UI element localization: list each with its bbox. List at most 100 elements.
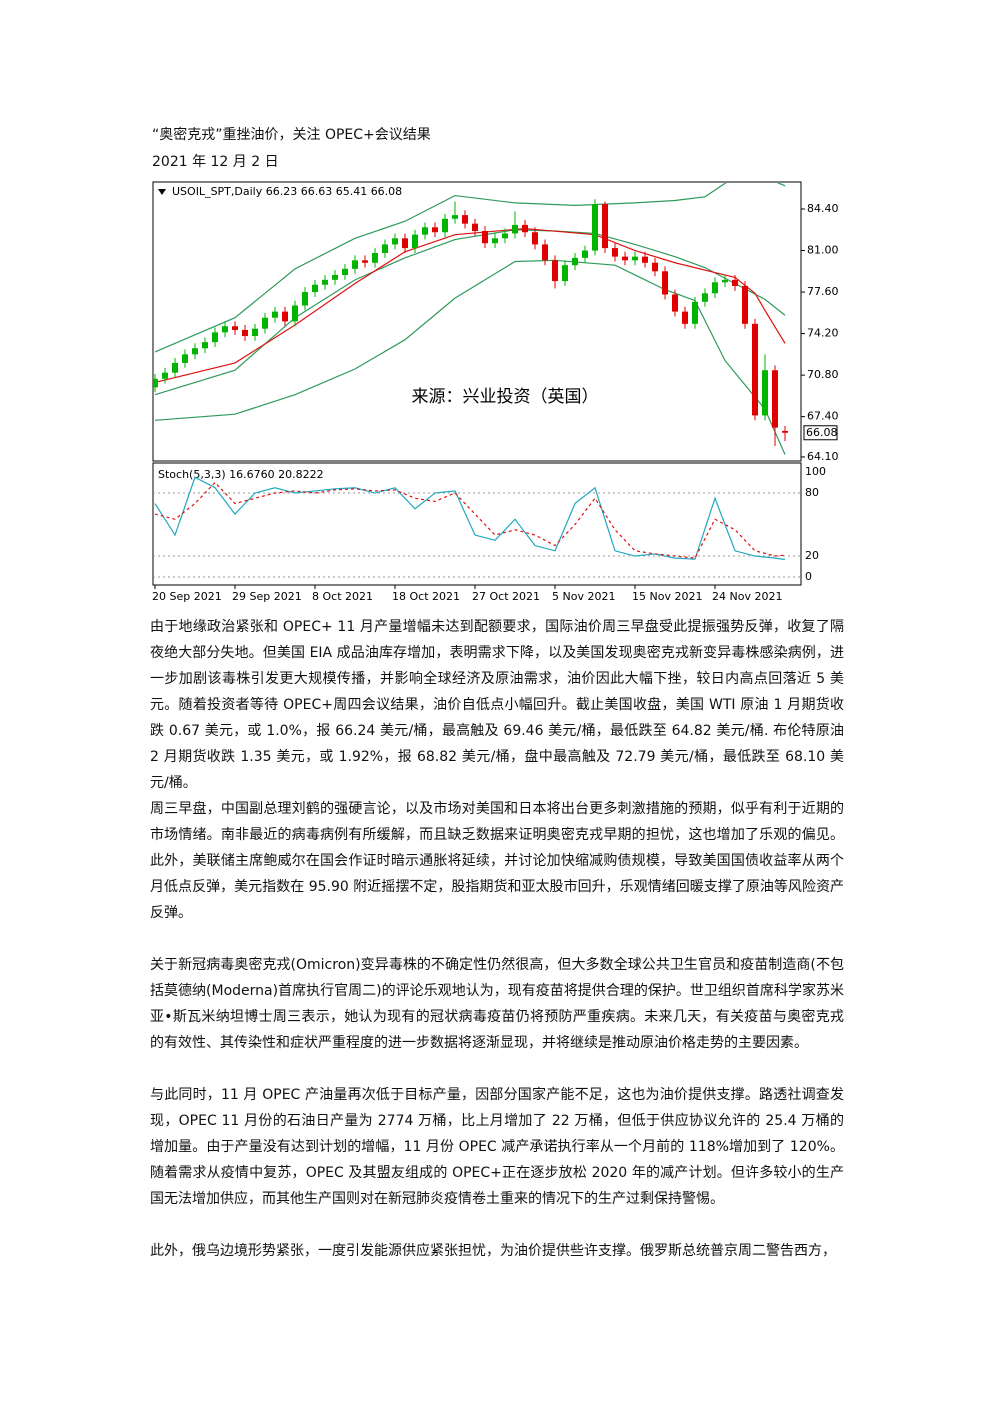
candle-body — [782, 430, 788, 433]
candle-body — [772, 370, 778, 428]
candle-body — [332, 274, 338, 280]
candle-body — [292, 305, 298, 322]
candle-body — [602, 204, 608, 249]
candle-body — [582, 250, 588, 258]
candle-body — [302, 292, 308, 306]
x-tick-label: 29 Sep 2021 — [232, 590, 302, 603]
stoch-tick-label: 80 — [805, 486, 819, 499]
last-price-box — [803, 425, 838, 441]
candle-body — [522, 224, 528, 233]
candle-body — [162, 372, 168, 379]
x-tick-label: 18 Oct 2021 — [392, 590, 460, 603]
y-tick-label: 77.60 — [807, 285, 839, 298]
candle-body — [612, 248, 618, 257]
chart: USOIL_SPT,Daily 66.23 66.63 65.41 66.08 … — [152, 181, 839, 603]
x-tick-label: 5 Nov 2021 — [552, 590, 615, 603]
candle-body — [153, 378, 158, 388]
candle-body — [642, 256, 648, 263]
candle-body — [532, 232, 538, 245]
header-icon — [158, 189, 166, 195]
candle-body — [312, 284, 318, 293]
candle-body — [212, 332, 218, 343]
candle-body — [202, 342, 208, 349]
candle-body — [652, 262, 658, 272]
candle-body — [702, 293, 708, 302]
candle-body — [462, 215, 468, 224]
candle-body — [242, 329, 248, 337]
candle-body — [192, 348, 198, 355]
x-tick-label: 24 Nov 2021 — [712, 590, 782, 603]
watermark: 来源：兴业投资（英国） — [412, 387, 599, 407]
candle-body — [232, 326, 238, 330]
candle-body — [322, 279, 328, 285]
candle-body — [432, 227, 438, 233]
y-tick-label: 81.00 — [807, 244, 839, 257]
candle-body — [342, 268, 348, 275]
candle-body — [762, 370, 768, 416]
candle-body — [542, 244, 548, 261]
doc-date: 2021 年 12 月 2 日 — [152, 154, 279, 170]
candle-body — [402, 238, 408, 249]
x-tick-label: 27 Oct 2021 — [472, 590, 540, 603]
y-tick-label: 67.40 — [807, 410, 839, 423]
x-tick-label: 8 Oct 2021 — [312, 590, 373, 603]
candle-body — [182, 354, 188, 363]
paragraph: 周三早盘，中国副总理刘鹤的强硬言论，以及市场对美国和日本将出台更多刺激措施的预期… — [150, 801, 844, 921]
candle-body — [552, 260, 558, 282]
candle-body — [442, 218, 448, 233]
price-plot — [153, 183, 788, 455]
stoch-tick-label: 0 — [805, 570, 812, 583]
candle-body — [562, 265, 568, 282]
candle-body — [222, 326, 228, 333]
doc-title: “奥密克戎”重挫油价，关注 OPEC+会议结果 — [152, 127, 431, 143]
candle-body — [662, 271, 668, 295]
candle-body — [692, 301, 698, 324]
stoch-header: Stoch(5,3,3) 16.6760 20.8222 — [158, 468, 324, 481]
x-tick-label: 15 Nov 2021 — [632, 590, 702, 603]
candle-body — [282, 311, 288, 322]
candle-body — [722, 279, 728, 283]
candle-body — [252, 328, 258, 337]
candle-body — [172, 362, 178, 373]
candle-body — [382, 244, 388, 253]
candle-body — [272, 311, 278, 318]
stoch-plot — [153, 476, 800, 578]
stoch-tick-label: 100 — [805, 465, 826, 478]
paragraph: 与此同时，11 月 OPEC 产油量再次低于目标产量，因部分国家产能不足，这也为… — [150, 1087, 844, 1207]
candle-body — [352, 260, 358, 269]
candle-body — [422, 227, 428, 235]
candle-body — [592, 204, 598, 251]
candle-body — [712, 282, 718, 294]
candle-body — [732, 279, 738, 286]
chart-header: USOIL_SPT,Daily 66.23 66.63 65.41 66.08 — [172, 185, 402, 198]
indicator-line — [154, 476, 786, 561]
candle-body — [682, 311, 688, 324]
candle-body — [632, 256, 638, 261]
candle-body — [262, 317, 268, 329]
paragraph: 此外，俄乌边境形势紧张，一度引发能源供应紧张担忧，为油价提供些许支撑。俄罗斯总统… — [150, 1243, 836, 1259]
candle-body — [372, 252, 378, 263]
candle-body — [742, 285, 748, 324]
candle-body — [492, 238, 498, 244]
candle-body — [622, 256, 628, 261]
candle-body — [392, 238, 398, 245]
last-price-label: 66.08 — [806, 426, 838, 439]
x-tick-label: 20 Sep 2021 — [152, 590, 222, 603]
candle-body — [502, 233, 508, 239]
candle-body — [672, 294, 678, 312]
indicator-line — [154, 183, 786, 353]
y-tick-label: 84.40 — [807, 202, 839, 215]
candle-body — [412, 234, 418, 249]
candle-body — [482, 230, 488, 244]
candle-body — [472, 223, 478, 231]
y-tick-label: 74.20 — [807, 327, 839, 340]
candle-body — [452, 215, 458, 219]
y-tick-label: 70.80 — [807, 368, 839, 381]
paragraph: 由于地缘政治紧张和 OPEC+ 11 月产量增幅未达到配额要求，国际油价周三早盘… — [150, 619, 844, 791]
candle-body — [362, 260, 368, 263]
candle-body — [572, 257, 578, 266]
stoch-panel — [152, 462, 802, 586]
paragraph: 关于新冠病毒奥密克戎(Omicron)变异毒株的不确定性仍然很高，但大多数全球公… — [150, 957, 844, 1051]
candle-body — [752, 323, 758, 416]
candle-body — [512, 224, 518, 234]
